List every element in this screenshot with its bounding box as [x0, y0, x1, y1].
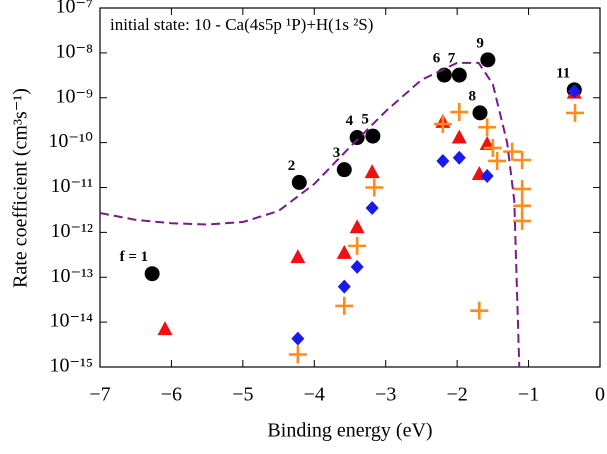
point [336, 244, 352, 259]
y-tick-label: 10⁻⁸ [55, 40, 93, 62]
point [157, 321, 173, 336]
y-tick-label: 10⁻¹⁴ [49, 310, 93, 332]
point-label: 7 [448, 51, 456, 67]
point [513, 179, 532, 198]
x-tick-label: −6 [161, 384, 182, 406]
point [480, 169, 494, 184]
point [566, 103, 584, 122]
point-label: f = 1 [120, 249, 149, 265]
point [472, 105, 488, 121]
x-tick-label: 0 [595, 384, 605, 406]
point [350, 259, 364, 274]
point [567, 84, 581, 99]
y-tick-label: 10⁻¹⁰ [48, 130, 93, 152]
point [503, 142, 522, 161]
annotation: initial state: 10 - Ca(4s5p ¹P)+H(1s ²S) [110, 15, 373, 34]
point [348, 236, 367, 255]
point [480, 52, 496, 68]
point [288, 345, 307, 364]
x-tick-label: −5 [232, 384, 253, 406]
y-tick-label: 10⁻⁷ [55, 0, 93, 18]
y-tick-label: 10⁻⁹ [55, 85, 93, 107]
point [144, 266, 160, 282]
point-label: 11 [556, 65, 570, 81]
y-tick-label: 10⁻¹³ [50, 265, 93, 287]
point [291, 174, 307, 190]
x-tick-label: −3 [375, 384, 396, 406]
point [291, 331, 305, 346]
point [451, 129, 467, 144]
point [349, 130, 365, 146]
point [336, 162, 352, 178]
point [364, 164, 380, 179]
plot-frame [99, 7, 601, 368]
point [513, 211, 532, 230]
point [478, 118, 497, 137]
point [479, 136, 495, 151]
point [436, 153, 450, 168]
x-tick-label: −2 [447, 384, 468, 406]
point [450, 103, 469, 122]
point [470, 301, 489, 320]
point-label: 9 [476, 35, 484, 51]
point [451, 67, 467, 83]
point [452, 150, 466, 165]
point [365, 128, 381, 144]
y-axis-label: Rate coefficient (cm³s⁻¹) [10, 88, 32, 288]
point-label: 8 [469, 88, 477, 104]
point [483, 138, 502, 157]
point-label: 3 [333, 145, 341, 161]
x-tick-label: −7 [89, 384, 110, 406]
x-axis-label: Binding energy (eV) [267, 420, 432, 442]
y-tick-label: 10⁻¹² [50, 220, 93, 242]
point [488, 151, 507, 170]
y-tick-label: 10⁻¹¹ [50, 175, 93, 197]
point [337, 279, 351, 294]
y-tick-label: 10⁻¹⁵ [49, 355, 93, 377]
point [365, 200, 379, 215]
point [349, 219, 365, 234]
x-tick-label: −4 [304, 384, 325, 406]
point [513, 151, 532, 170]
point-label: 4 [346, 113, 354, 129]
curve [99, 61, 521, 368]
point-label: 2 [288, 158, 296, 174]
point-label: 6 [433, 51, 441, 67]
point [290, 249, 306, 264]
point [335, 296, 354, 315]
point [365, 178, 384, 197]
x-tick-label: −1 [518, 384, 539, 406]
point [433, 115, 452, 134]
point-label: 5 [361, 112, 369, 128]
point [513, 196, 532, 215]
